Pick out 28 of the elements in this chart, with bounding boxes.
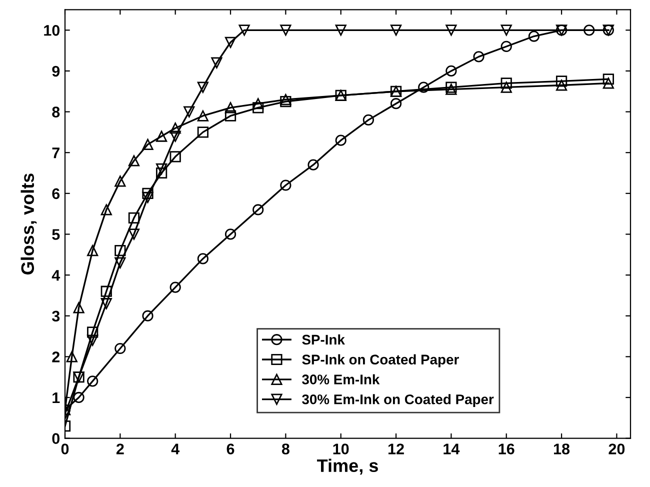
y-tick-label: 1 bbox=[52, 392, 60, 404]
x-tick-label: 10 bbox=[333, 444, 349, 454]
legend-label: SP-Ink on Coated Paper bbox=[302, 354, 459, 368]
y-tick-label: 8 bbox=[52, 106, 60, 118]
x-axis-title: Time, s bbox=[317, 458, 378, 475]
y-tick-label: 5 bbox=[52, 229, 60, 240]
legend-label: 30% Em-Ink bbox=[302, 374, 380, 384]
legend-label: 30% Em-Ink on Coated Paper bbox=[302, 394, 494, 408]
x-tick-label: 14 bbox=[444, 444, 460, 454]
y-tick-label: 4 bbox=[52, 270, 60, 281]
y-tick-label: 10 bbox=[44, 25, 60, 36]
x-tick-label: 2 bbox=[116, 444, 124, 454]
x-tick-label: 16 bbox=[498, 444, 514, 454]
y-tick-label: 9 bbox=[52, 66, 60, 77]
y-tick-label: 2 bbox=[52, 352, 60, 362]
x-tick-label: 4 bbox=[171, 444, 180, 454]
y-tick-label: 0 bbox=[52, 433, 60, 444]
x-tick-label: 12 bbox=[388, 444, 404, 454]
x-tick-label: 6 bbox=[226, 444, 234, 454]
x-tick-label: 20 bbox=[608, 444, 625, 454]
x-tick-label: 8 bbox=[282, 444, 290, 454]
y-tick-label: 3 bbox=[52, 310, 60, 322]
y-tick-label: 7 bbox=[52, 148, 60, 158]
legend-label: SP-Ink bbox=[302, 334, 345, 345]
x-tick-label: 18 bbox=[554, 444, 570, 454]
x-tick-label: 0 bbox=[61, 444, 69, 454]
y-axis-title: Gloss, volts bbox=[20, 174, 37, 274]
y-tick-label: 6 bbox=[52, 188, 60, 200]
